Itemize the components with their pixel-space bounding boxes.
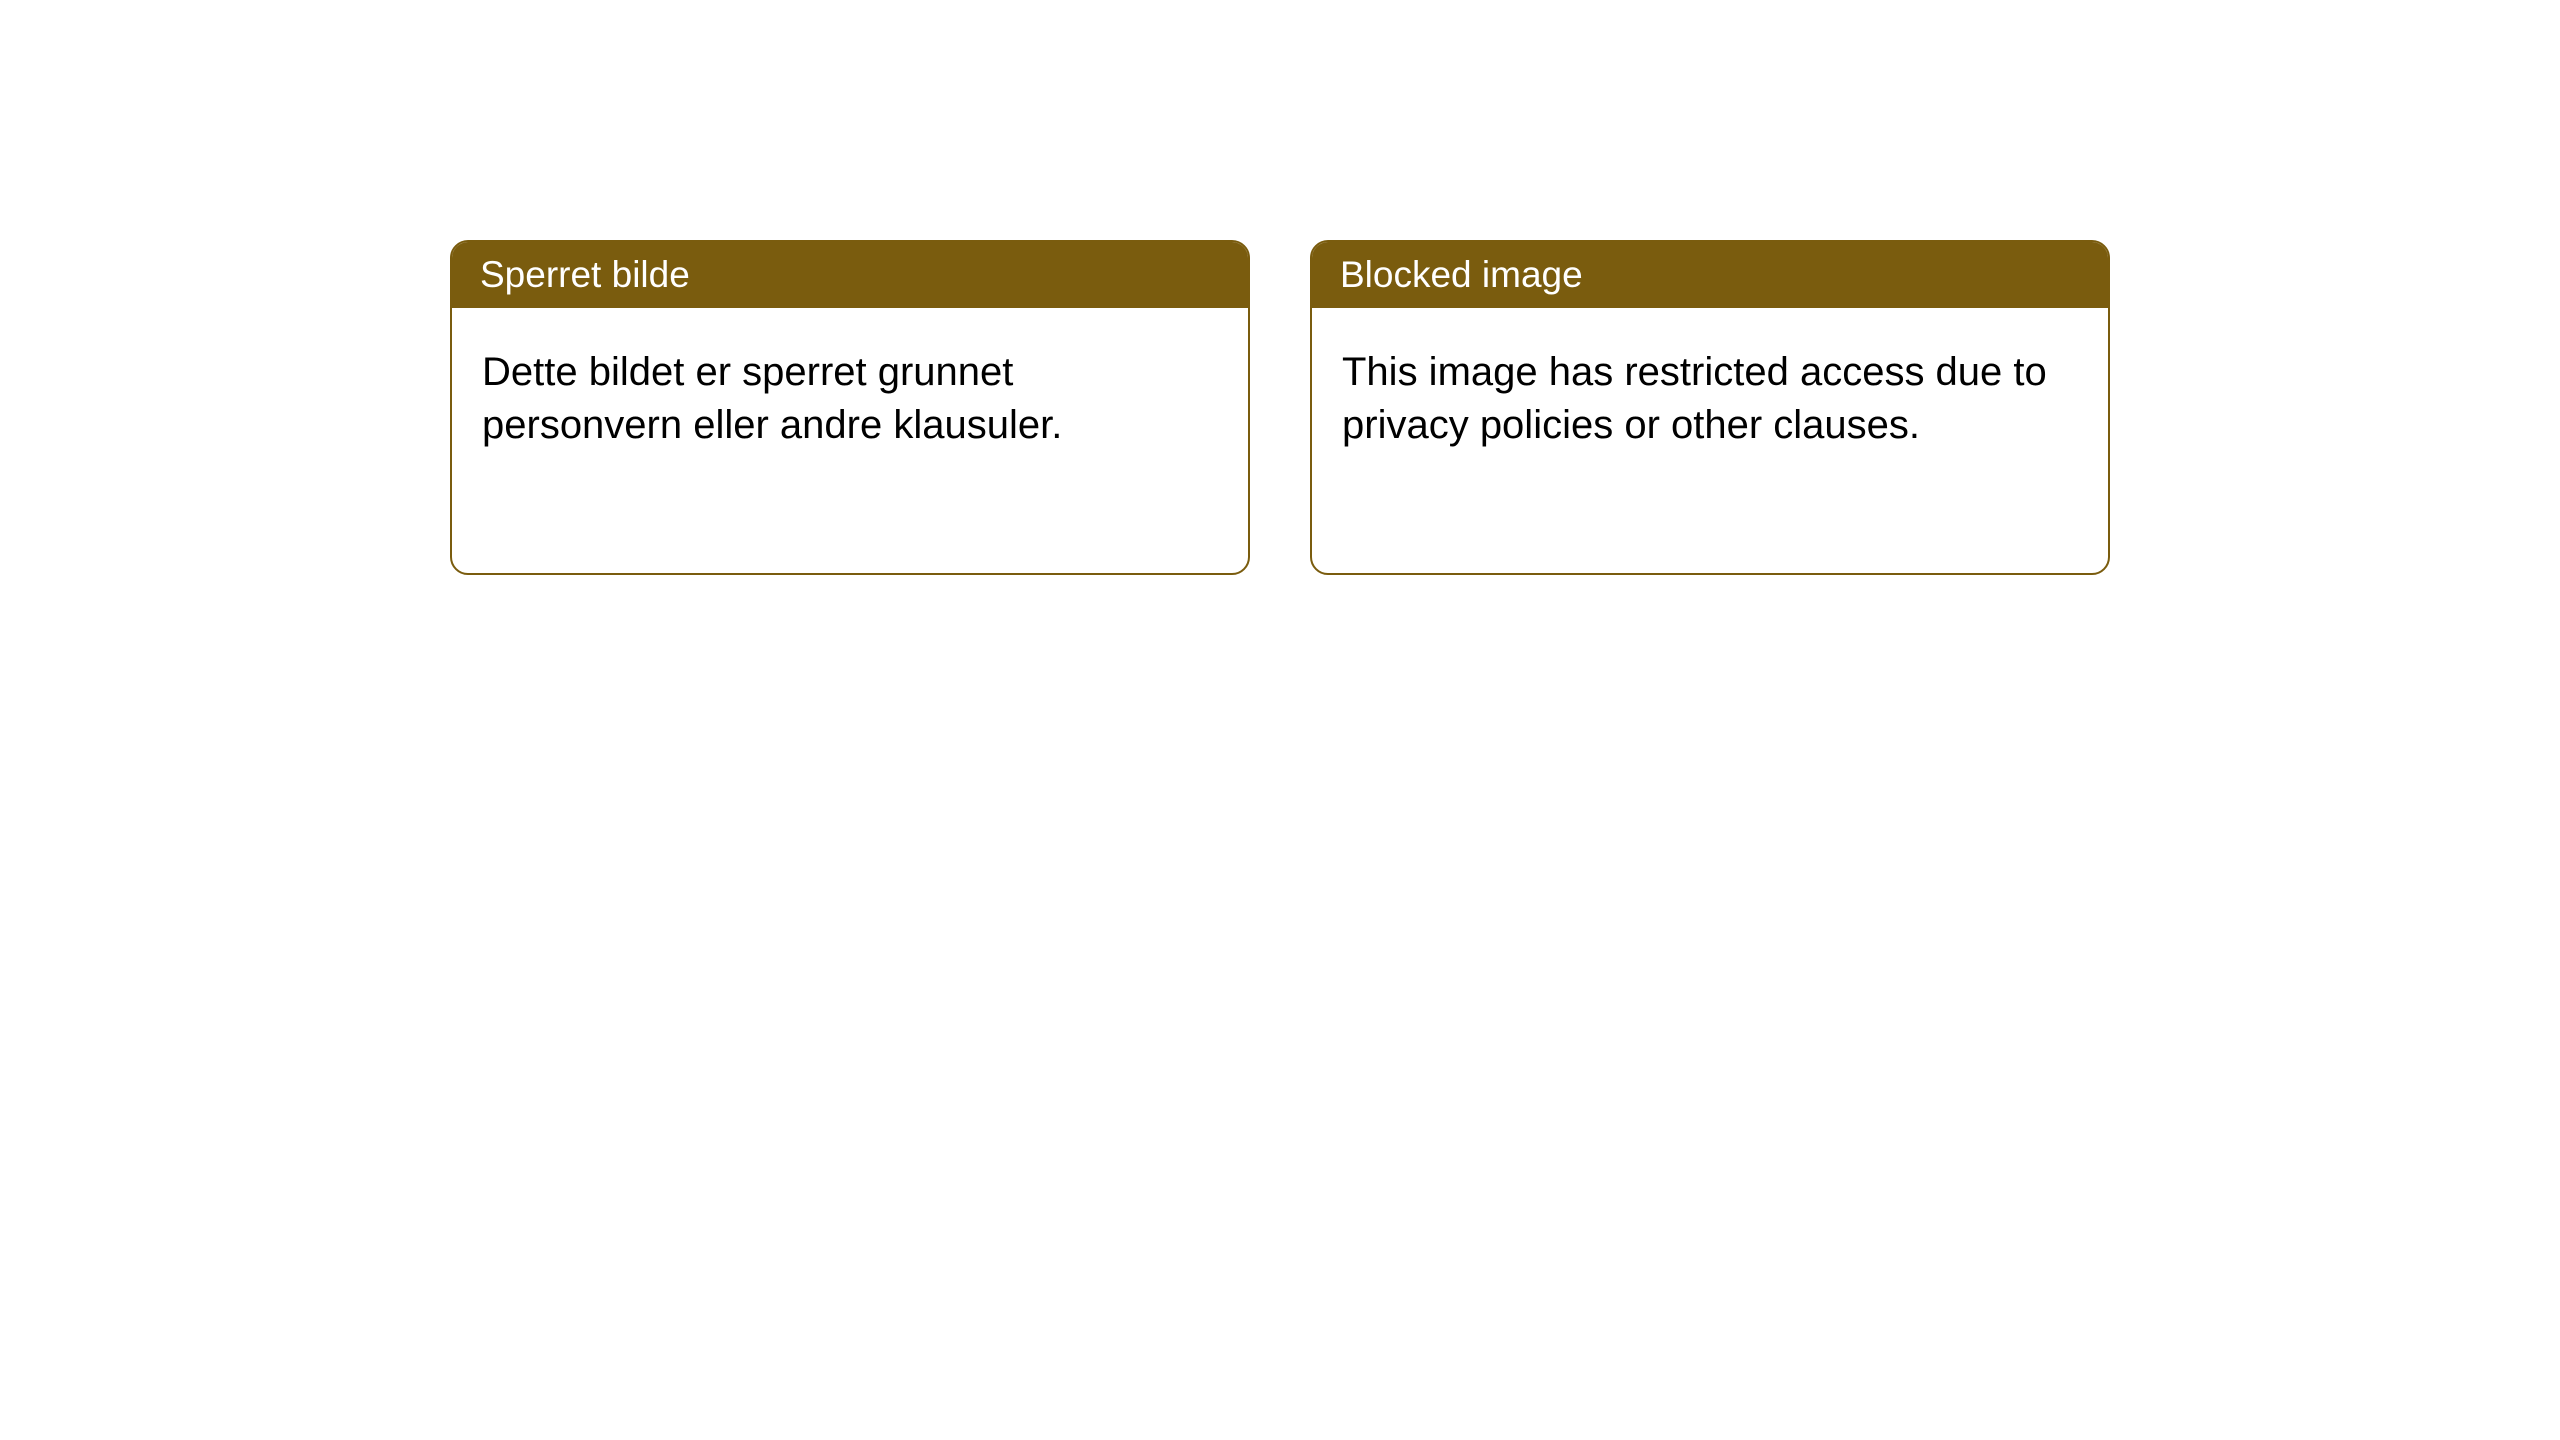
notice-cards-container: Sperret bilde Dette bildet er sperret gr…: [450, 240, 2560, 575]
notice-card-english: Blocked image This image has restricted …: [1310, 240, 2110, 575]
card-body: Dette bildet er sperret grunnet personve…: [452, 308, 1248, 490]
card-body: This image has restricted access due to …: [1312, 308, 2108, 490]
card-header: Blocked image: [1312, 242, 2108, 308]
card-header: Sperret bilde: [452, 242, 1248, 308]
notice-card-norwegian: Sperret bilde Dette bildet er sperret gr…: [450, 240, 1250, 575]
